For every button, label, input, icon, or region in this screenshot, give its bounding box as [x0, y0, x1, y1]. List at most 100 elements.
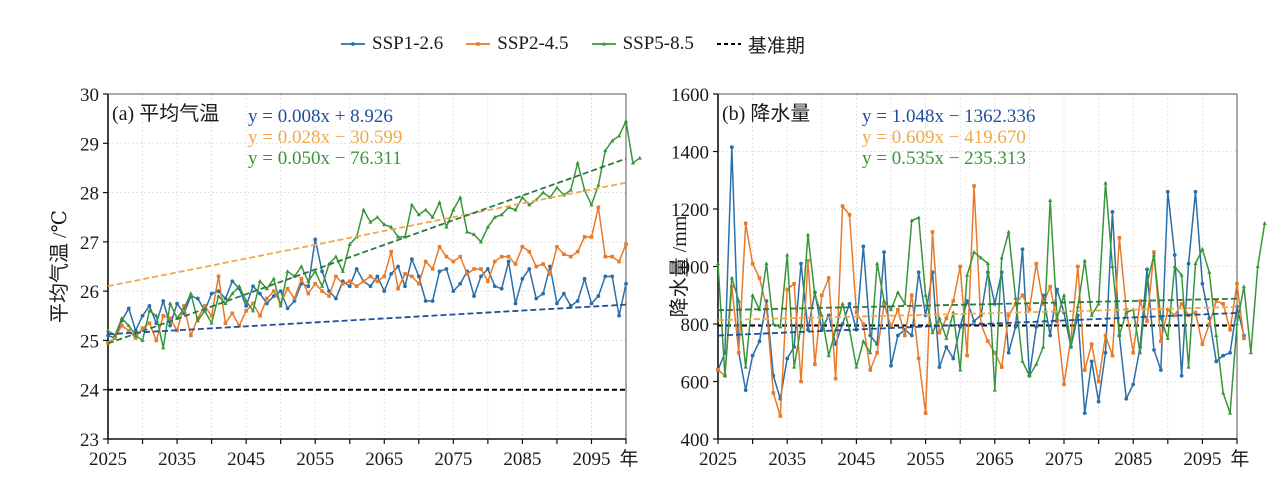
- data-point: [840, 204, 845, 208]
- data-point: [1228, 327, 1232, 332]
- data-point: [147, 304, 152, 308]
- trend-line: [107, 181, 627, 288]
- legend-swatch-baseline: [716, 43, 741, 45]
- legend-swatch-ssp126: [341, 42, 365, 46]
- data-point: [965, 299, 970, 303]
- data-point: [617, 313, 621, 318]
- data-point: [999, 365, 1004, 369]
- data-point: [555, 244, 559, 249]
- data-point: [389, 249, 393, 254]
- data-point: [479, 274, 483, 279]
- data-point: [175, 301, 179, 306]
- data-point: [1089, 359, 1094, 364]
- data-point: [896, 307, 900, 312]
- data-point: [327, 294, 331, 298]
- data-point: [382, 222, 387, 227]
- data-point: [1020, 293, 1025, 298]
- data-point: [909, 218, 914, 222]
- data-point: [195, 296, 200, 301]
- data-point: [610, 138, 615, 143]
- data-point: [582, 276, 587, 281]
- data-point: [1207, 269, 1212, 274]
- data-point: [854, 310, 859, 315]
- data-point: [465, 229, 470, 234]
- data-point: [444, 267, 449, 271]
- data-point: [1068, 344, 1074, 349]
- data-point: [375, 214, 380, 219]
- data-point: [209, 320, 214, 325]
- series-line: [717, 185, 1245, 417]
- data-point: [389, 224, 394, 229]
- data-point: [785, 356, 790, 361]
- data-point: [916, 215, 921, 220]
- data-point: [757, 276, 762, 280]
- data-point: [1082, 411, 1087, 416]
- data-point: [395, 234, 401, 239]
- data-point: [610, 274, 615, 279]
- data-point: [244, 304, 249, 308]
- data-point: [903, 333, 907, 338]
- y-tick-label: 1000: [671, 258, 709, 279]
- data-point: [278, 289, 283, 294]
- data-point: [937, 330, 942, 335]
- x-tick-label: 2055: [907, 449, 945, 470]
- series-line: [107, 120, 641, 349]
- data-point: [382, 289, 387, 294]
- data-point: [589, 301, 594, 306]
- data-point: [951, 310, 956, 314]
- data-point: [1172, 253, 1177, 257]
- y-tick-label: 23: [80, 430, 99, 451]
- data-point: [513, 207, 518, 212]
- data-point: [492, 284, 497, 289]
- data-point: [1200, 342, 1205, 346]
- data-point: [1172, 264, 1177, 268]
- data-point: [216, 274, 221, 279]
- data-point: [292, 296, 297, 301]
- panel-title: (b) 降水量: [722, 102, 810, 125]
- data-point: [951, 299, 956, 303]
- data-point: [271, 289, 276, 293]
- data-point: [1158, 368, 1163, 372]
- y-tick-label: 27: [80, 233, 99, 254]
- x-tick-label: 2075: [1045, 449, 1083, 470]
- data-point: [223, 301, 228, 305]
- data-point: [230, 291, 235, 296]
- data-point: [971, 249, 977, 254]
- data-point: [1069, 336, 1073, 341]
- data-point: [575, 160, 580, 165]
- data-point: [882, 250, 886, 255]
- data-point: [250, 308, 256, 313]
- data-point: [1165, 336, 1170, 340]
- x-tick-label: 2035: [158, 449, 196, 470]
- data-point: [610, 254, 614, 259]
- data-point: [729, 145, 734, 150]
- data-point: [750, 261, 755, 266]
- data-point: [465, 272, 469, 276]
- data-point: [188, 291, 193, 296]
- data-point: [195, 318, 200, 323]
- panel-temperature: 2025 2035 2045 2055 2065 2075 2085 2095 年 23 24 25 2…: [48, 85, 642, 470]
- panel-title: (a) 平均气温: [112, 102, 219, 125]
- data-point: [451, 207, 456, 212]
- y-tick-label: 800: [681, 315, 710, 336]
- data-point: [244, 309, 248, 313]
- data-point: [527, 202, 532, 207]
- data-point: [534, 264, 539, 269]
- data-point: [458, 195, 463, 199]
- data-point: [603, 254, 608, 259]
- data-point: [875, 261, 880, 266]
- legend-marker: [351, 42, 355, 46]
- data-point: [854, 364, 859, 369]
- data-point: [596, 182, 601, 187]
- x-tick-label: 2055: [296, 449, 334, 470]
- data-point: [868, 350, 873, 355]
- data-point: [589, 202, 594, 207]
- data-point: [1159, 339, 1163, 344]
- data-point: [937, 315, 942, 320]
- data-point: [340, 269, 345, 273]
- y-tick-label: 30: [80, 85, 99, 106]
- data-point: [1027, 307, 1032, 312]
- data-point: [757, 339, 762, 344]
- data-point: [347, 242, 352, 246]
- y-tick-label: 28: [80, 184, 99, 205]
